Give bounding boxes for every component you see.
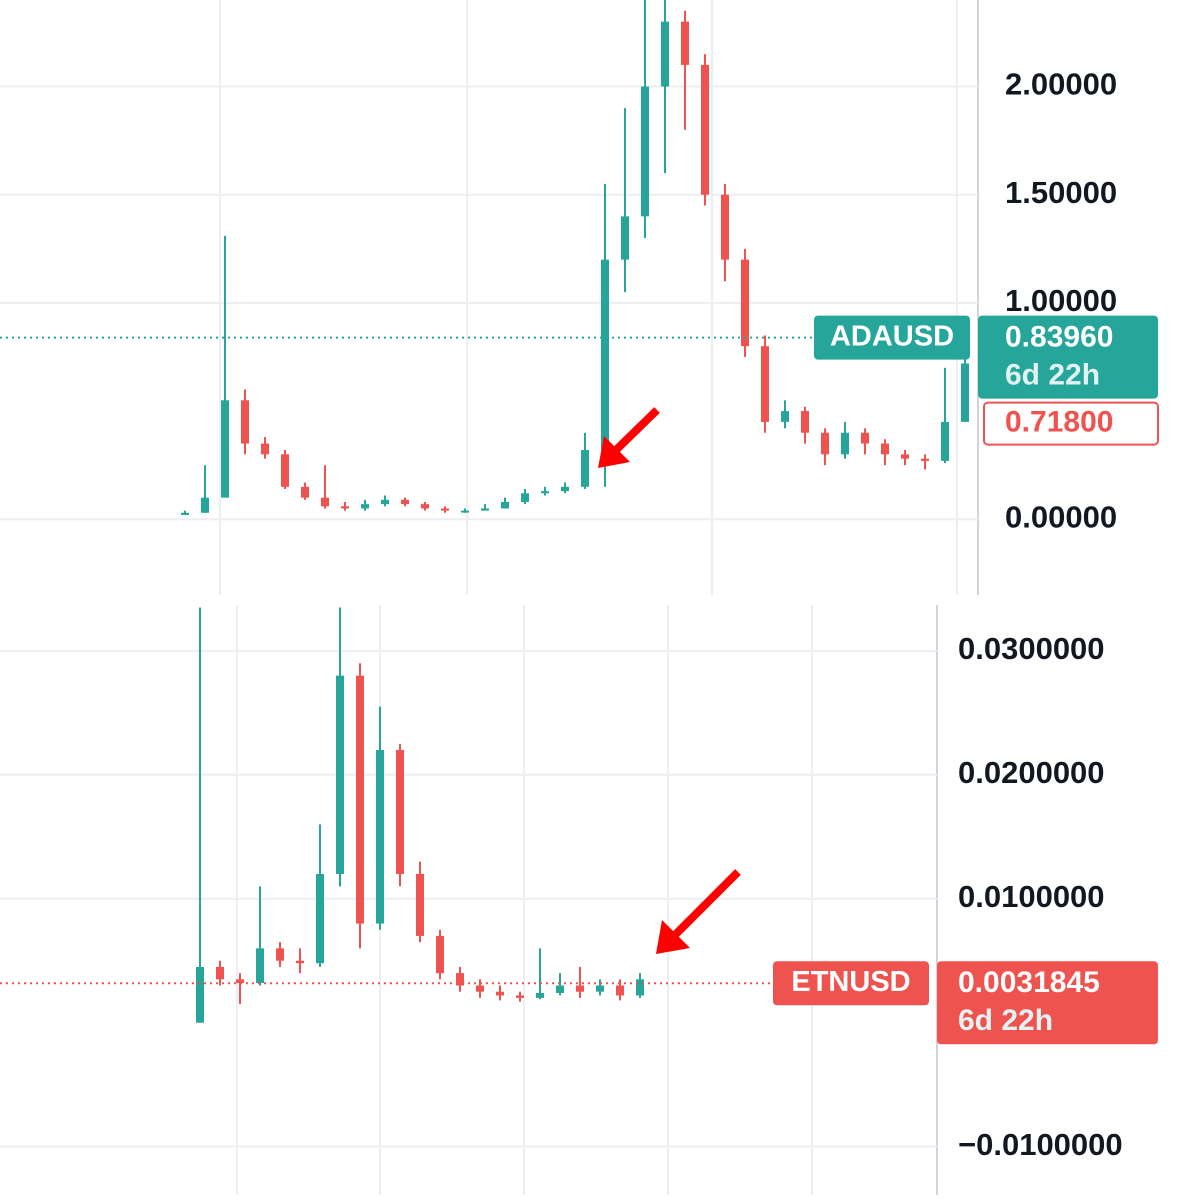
candle-body	[541, 491, 549, 494]
candle-body	[321, 497, 329, 507]
price-badge	[937, 961, 1158, 1045]
candle-body	[356, 675, 364, 924]
candle-body	[521, 493, 529, 502]
price-label: 0.83960	[1005, 321, 1113, 354]
candle-body	[201, 497, 209, 513]
candle-body	[501, 501, 509, 509]
candle-body	[281, 454, 289, 487]
candle-body	[361, 504, 369, 509]
y-tick-label: 0.0300000	[958, 631, 1105, 666]
candle-body	[536, 992, 544, 998]
y-tick-label: 0.00000	[1005, 499, 1117, 534]
candle-body	[236, 979, 244, 984]
y-tick-label: 1.50000	[1005, 175, 1117, 210]
candle-body	[276, 948, 284, 961]
candle-body	[316, 873, 324, 964]
grid-layer	[0, 0, 979, 1195]
y-tick-label: 0.0200000	[958, 755, 1105, 790]
candle-body	[921, 458, 929, 461]
candle-body	[641, 86, 649, 217]
candle-body	[256, 948, 264, 984]
candle-body	[196, 966, 204, 1023]
symbol-label: ADAUSD	[830, 320, 954, 352]
candle-body	[901, 454, 909, 459]
countdown-label: 6d 22h	[1005, 359, 1100, 392]
candle-body	[721, 194, 729, 260]
candle-body	[376, 750, 384, 924]
y-tick-label: 1.00000	[1005, 283, 1117, 318]
candle-body	[741, 259, 749, 347]
candle-body	[821, 432, 829, 455]
countdown-label: 6d 22h	[958, 1004, 1053, 1037]
y-tick-label: 0.0100000	[958, 879, 1105, 914]
symbol-badge	[773, 961, 929, 1006]
candle-body	[596, 985, 604, 992]
candle-body	[761, 346, 769, 422]
candle-body	[561, 486, 569, 492]
arrow-head	[656, 920, 690, 954]
annotation-arrow	[656, 869, 741, 954]
candle-body	[261, 443, 269, 455]
candle-body	[601, 259, 609, 451]
arrow-shaft	[671, 869, 741, 939]
candle-body	[781, 411, 789, 422]
candle-body	[621, 216, 629, 260]
candle-body	[701, 64, 709, 195]
annotation-arrow	[598, 407, 660, 468]
price-label: 0.0031845	[958, 966, 1100, 999]
symbol-label: ETNUSD	[791, 966, 910, 998]
data-layer	[0, 0, 969, 1023]
candle-body	[461, 510, 469, 513]
candle-body	[801, 411, 809, 433]
candle-body	[481, 508, 489, 511]
candle-body	[661, 21, 669, 87]
candle-body	[581, 450, 589, 487]
candle-body	[381, 499, 389, 505]
arrow-head	[598, 436, 630, 468]
candle-body	[436, 935, 444, 974]
y-tick-label: −0.0100000	[958, 1127, 1123, 1162]
candle-body	[636, 979, 644, 996]
candle-body	[681, 21, 689, 65]
candle-body	[456, 973, 464, 986]
second-price-badge	[983, 401, 1159, 446]
candle-body	[221, 400, 229, 498]
candle-body	[941, 421, 949, 461]
candle-body	[496, 991, 504, 996]
candle-body	[441, 508, 449, 511]
candle-body	[296, 960, 304, 964]
symbol-badge	[814, 315, 970, 360]
candle-body	[516, 995, 524, 998]
y-tick-label: 2.00000	[1005, 67, 1117, 102]
candle-body	[961, 363, 969, 422]
candle-body	[416, 873, 424, 936]
candle-body	[301, 486, 309, 498]
candle-body	[181, 512, 189, 515]
candle-body	[861, 432, 869, 444]
candle-body	[216, 966, 224, 980]
candle-body	[401, 499, 409, 505]
candle-body	[556, 985, 564, 993]
candle-body	[841, 432, 849, 455]
candle-body	[616, 985, 624, 996]
arrow-shaft	[611, 407, 660, 455]
price-badge	[978, 315, 1158, 399]
candle-body	[396, 750, 404, 874]
candle-body	[476, 985, 484, 992]
candle-body	[336, 675, 344, 874]
candle-body	[576, 985, 584, 992]
candle-body	[881, 443, 889, 455]
label-layer: 0.00000 1.00000 1.50000 2.00000 ADAUSD 0.8396…	[773, 67, 1159, 1162]
candle-body	[241, 400, 249, 444]
candle-body	[421, 504, 429, 509]
second-price-label: 0.71800	[1005, 406, 1113, 439]
candle-body	[341, 506, 349, 509]
